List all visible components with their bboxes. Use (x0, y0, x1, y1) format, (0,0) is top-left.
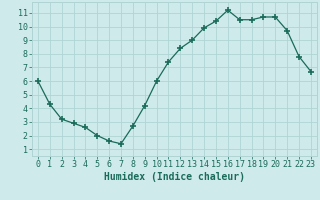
X-axis label: Humidex (Indice chaleur): Humidex (Indice chaleur) (104, 172, 245, 182)
